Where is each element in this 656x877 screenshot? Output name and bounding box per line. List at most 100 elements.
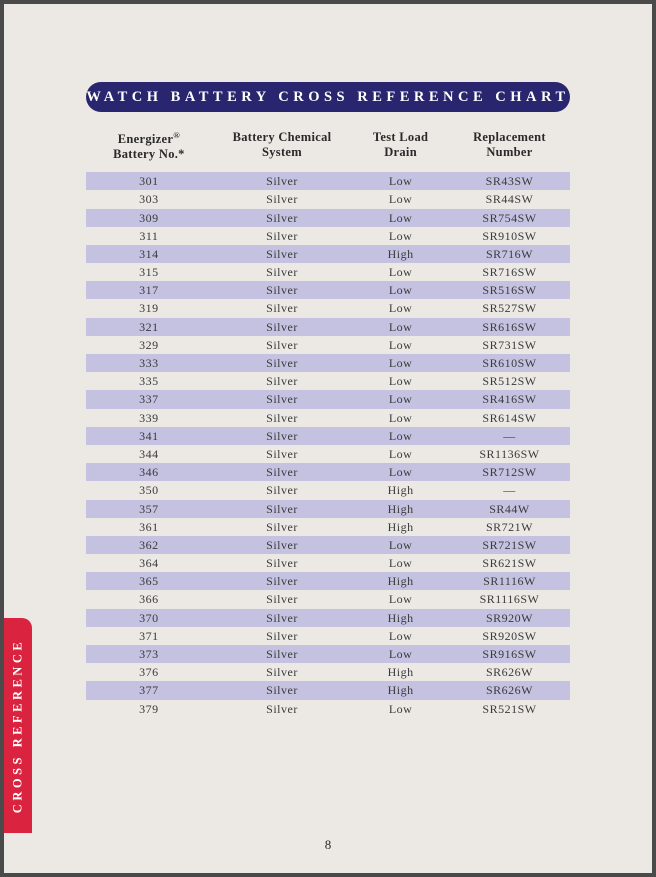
cell-drain: High xyxy=(352,609,449,627)
cell-replacement: SR512SW xyxy=(449,372,570,390)
cell-battery-no: 317 xyxy=(86,281,212,299)
cell-replacement: SR1116SW xyxy=(449,590,570,608)
cell-chemical: Silver xyxy=(212,209,352,227)
cell-chemical: Silver xyxy=(212,263,352,281)
cell-drain: Low xyxy=(352,427,449,445)
cell-chemical: Silver xyxy=(212,299,352,317)
table-row: 376SilverHighSR626W xyxy=(86,663,570,681)
cell-drain: Low xyxy=(352,263,449,281)
cell-chemical: Silver xyxy=(212,700,352,718)
table-row: 319SilverLowSR527SW xyxy=(86,299,570,317)
cell-battery-no: 303 xyxy=(86,190,212,208)
cell-drain: Low xyxy=(352,590,449,608)
cell-chemical: Silver xyxy=(212,572,352,590)
cell-chemical: Silver xyxy=(212,336,352,354)
cell-replacement: SR754SW xyxy=(449,209,570,227)
table-row: 303SilverLowSR44SW xyxy=(86,190,570,208)
cell-replacement: SR44W xyxy=(449,500,570,518)
cell-chemical: Silver xyxy=(212,409,352,427)
cell-drain: High xyxy=(352,481,449,499)
table-row: 317SilverLowSR516SW xyxy=(86,281,570,299)
cell-replacement: SR721W xyxy=(449,518,570,536)
cell-drain: Low xyxy=(352,209,449,227)
table-row: 309SilverLowSR754SW xyxy=(86,209,570,227)
cell-replacement: — xyxy=(449,427,570,445)
cell-replacement: SR614SW xyxy=(449,409,570,427)
cell-drain: Low xyxy=(352,190,449,208)
cell-drain: Low xyxy=(352,645,449,663)
cell-replacement: SR716W xyxy=(449,245,570,263)
cell-chemical: Silver xyxy=(212,609,352,627)
cell-chemical: Silver xyxy=(212,445,352,463)
cell-drain: High xyxy=(352,663,449,681)
table-row: 346SilverLowSR712SW xyxy=(86,463,570,481)
cell-replacement: SR712SW xyxy=(449,463,570,481)
cell-replacement: SR516SW xyxy=(449,281,570,299)
cell-battery-no: 361 xyxy=(86,518,212,536)
cell-drain: Low xyxy=(352,536,449,554)
cell-drain: High xyxy=(352,245,449,263)
header-text: Battery Chemical xyxy=(233,130,332,144)
header-text: Test Load xyxy=(373,130,428,144)
cell-battery-no: 346 xyxy=(86,463,212,481)
table-row: 321SilverLowSR616SW xyxy=(86,318,570,336)
cell-chemical: Silver xyxy=(212,500,352,518)
cell-replacement: SR626W xyxy=(449,663,570,681)
cell-chemical: Silver xyxy=(212,281,352,299)
page: WATCH BATTERY CROSS REFERENCE CHART Ener… xyxy=(4,4,652,873)
header-replacement-number: Replacement Number xyxy=(449,130,570,162)
cell-battery-no: 333 xyxy=(86,354,212,372)
cell-battery-no: 371 xyxy=(86,627,212,645)
cell-drain: High xyxy=(352,518,449,536)
cell-chemical: Silver xyxy=(212,172,352,190)
table-row: 315SilverLowSR716SW xyxy=(86,263,570,281)
header-text: Replacement xyxy=(473,130,546,144)
cell-battery-no: 335 xyxy=(86,372,212,390)
table-row: 371SilverLowSR920SW xyxy=(86,627,570,645)
header-text: Energizer xyxy=(118,132,173,146)
cell-chemical: Silver xyxy=(212,554,352,572)
table-row: 365SilverHighSR1116W xyxy=(86,572,570,590)
cell-drain: Low xyxy=(352,372,449,390)
header-text: Battery No.* xyxy=(113,147,185,161)
header-battery-no: Energizer® Battery No.* xyxy=(86,130,212,162)
header-chemical-system: Battery Chemical System xyxy=(212,130,352,162)
cell-replacement: SR43SW xyxy=(449,172,570,190)
cell-battery-no: 364 xyxy=(86,554,212,572)
cell-battery-no: 329 xyxy=(86,336,212,354)
cell-battery-no: 315 xyxy=(86,263,212,281)
cell-replacement: SR610SW xyxy=(449,354,570,372)
cell-replacement: SR621SW xyxy=(449,554,570,572)
cell-replacement: SR916SW xyxy=(449,645,570,663)
cross-reference-table: Energizer® Battery No.* Battery Chemical… xyxy=(86,126,570,718)
cell-battery-no: 350 xyxy=(86,481,212,499)
cell-drain: Low xyxy=(352,281,449,299)
table-row: 364SilverLowSR621SW xyxy=(86,554,570,572)
table-row: 350SilverHigh— xyxy=(86,481,570,499)
cell-chemical: Silver xyxy=(212,627,352,645)
cell-drain: Low xyxy=(352,627,449,645)
cell-drain: High xyxy=(352,572,449,590)
cell-battery-no: 379 xyxy=(86,700,212,718)
cell-chemical: Silver xyxy=(212,372,352,390)
cell-drain: Low xyxy=(352,172,449,190)
table-row: 377SilverHighSR626W xyxy=(86,681,570,699)
cell-chemical: Silver xyxy=(212,427,352,445)
cell-replacement: SR1136SW xyxy=(449,445,570,463)
cell-replacement: SR731SW xyxy=(449,336,570,354)
cell-chemical: Silver xyxy=(212,354,352,372)
header-test-load-drain: Test Load Drain xyxy=(352,130,449,162)
registered-mark: ® xyxy=(173,130,180,140)
cell-replacement: SR920W xyxy=(449,609,570,627)
chart-title-bar: WATCH BATTERY CROSS REFERENCE CHART xyxy=(86,82,570,112)
cell-drain: High xyxy=(352,681,449,699)
cell-battery-no: 337 xyxy=(86,390,212,408)
cell-drain: Low xyxy=(352,390,449,408)
header-text: Number xyxy=(486,145,532,159)
cell-battery-no: 362 xyxy=(86,536,212,554)
cell-replacement: SR616SW xyxy=(449,318,570,336)
side-tab-label: CROSS REFERENCE xyxy=(11,638,26,812)
cell-battery-no: 314 xyxy=(86,245,212,263)
table-header-row: Energizer® Battery No.* Battery Chemical… xyxy=(86,126,570,172)
cell-battery-no: 339 xyxy=(86,409,212,427)
